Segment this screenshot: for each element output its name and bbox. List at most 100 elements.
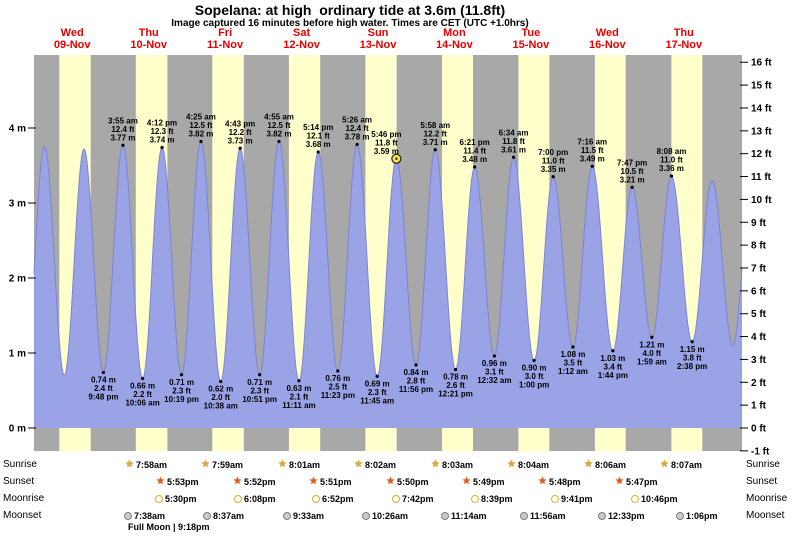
sunrise-time: 7:59am <box>211 459 243 470</box>
moonrise-entry: 10:46pm <box>631 492 678 505</box>
day-label: Mon 14-Nov <box>436 27 474 51</box>
high-tide-label: 4:55 am 12.5 ft 3.82 m <box>264 113 294 139</box>
high-tide-label: 6:21 pm 11.4 ft 3.48 m <box>460 138 490 164</box>
sunset-time: 5:47pm <box>625 476 658 487</box>
high-tide-label: 4:12 pm 12.3 ft 3.74 m <box>147 119 177 145</box>
sunrise-time: 8:07am <box>670 459 702 470</box>
moonset-entry: 9:33am <box>283 509 324 522</box>
right-axis-label: 11 ft <box>751 172 772 183</box>
moonrise-entry: 6:08pm <box>234 492 276 505</box>
tide-point <box>219 379 223 384</box>
moonrise-time: 8:39pm <box>481 493 513 504</box>
day-label: Thu 10-Nov <box>130 27 168 51</box>
sunrise-row-label-left: Sunrise <box>3 459 37 470</box>
sunset-time: 5:52pm <box>243 476 276 487</box>
right-axis-label: 13 ft <box>751 126 772 137</box>
moonrise-entry: 8:39pm <box>471 492 513 505</box>
moonset-entry: 10:26am <box>362 509 408 522</box>
low-tide-label: 0.63 m 2.1 ft 11:11 am <box>282 384 315 410</box>
sunset-time: 5:51pm <box>319 476 352 487</box>
tide-point <box>669 174 674 178</box>
day-label: Thu 17-Nov <box>665 27 703 51</box>
right-axis-label: 4 ft <box>751 332 767 343</box>
sunrise-star-icon: ★ <box>431 459 440 470</box>
day-label: Wed 09-Nov <box>54 27 92 51</box>
sunrise-entry: ★ 8:01am <box>278 458 320 471</box>
tide-point <box>258 373 262 377</box>
tide-point <box>590 164 594 168</box>
sunset-star-icon: ★ <box>386 476 395 487</box>
sunrise-entry: ★ 8:07am <box>660 458 702 471</box>
tide-point <box>297 379 301 383</box>
sunset-time: 5:48pm <box>548 476 581 487</box>
left-axis-label: 2 m <box>9 274 26 285</box>
moonrise-entry: 5:30pm <box>155 492 197 505</box>
tide-point <box>238 146 242 150</box>
tide-chart: 4 m 3 m 2 m 1 m 0 m 16 ft 15 ft 14 ft 13 ft 12 ft… <box>9 27 772 455</box>
tide-point <box>433 148 437 152</box>
moonrise-circle-icon <box>155 494 163 503</box>
high-tide-label: 5:14 pm 12.1 ft 3.68 m <box>303 123 333 149</box>
sunrise-entry: ★ 7:58am <box>125 458 167 471</box>
sunset-row-label-right: Sunset <box>746 476 778 487</box>
sunrise-time: 8:02am <box>364 459 396 470</box>
sunset-entry: ★ 5:52pm <box>233 475 275 488</box>
moonset-circle-icon <box>676 511 684 520</box>
moonrise-row-label-right: Moonrise <box>746 493 788 504</box>
tide-point <box>141 376 145 381</box>
sunset-entry: ★ 5:51pm <box>309 475 351 488</box>
moonset-time: 8:37am <box>213 510 245 521</box>
day-label: Tue 15-Nov <box>513 27 551 51</box>
moonset-circle-icon <box>598 511 606 520</box>
sunrise-entry: ★ 8:06am <box>584 458 626 471</box>
low-tide-label: 1.15 m 3.8 ft 2:38 pm <box>677 345 707 371</box>
low-tide-label: 0.90 m 3.0 ft 1:00 pm <box>519 364 549 390</box>
moonset-circle-icon <box>124 511 132 520</box>
moonrise-time: 9:41pm <box>561 493 593 504</box>
moonrise-circle-icon <box>312 494 320 503</box>
tide-point <box>414 363 418 367</box>
sunrise-star-icon: ★ <box>125 459 134 470</box>
left-axis-label: 0 m <box>9 424 26 435</box>
high-tide-label: 7:47 pm 10.5 ft 3.21 m <box>617 158 647 184</box>
high-tide-label: 8:08 am 11.0 ft 3.36 m <box>657 147 687 173</box>
moonset-time: 12:33pm <box>608 510 645 521</box>
moonset-time: 7:38am <box>134 510 166 521</box>
tide-point <box>511 155 516 159</box>
tide-point <box>277 139 281 144</box>
moonset-entry: 11:14am <box>441 509 487 522</box>
low-tide-label: 0.62 m 2.0 ft 10:38 am <box>204 385 238 411</box>
tide-point <box>316 150 320 154</box>
page-subtitle: Image captured 16 minutes before high wa… <box>171 18 529 29</box>
moonset-circle-icon <box>362 511 370 520</box>
sunset-time: 5:53pm <box>166 476 199 487</box>
right-axis-label: 12 ft <box>751 149 772 160</box>
day-label: Sun 13-Nov <box>360 27 398 51</box>
moonset-entry: 1:06pm <box>676 509 718 522</box>
right-axis-label: 3 ft <box>751 355 767 366</box>
moonset-circle-icon <box>441 511 449 520</box>
sunrise-entry: ★ 8:04am <box>507 458 549 471</box>
moonrise-entry: 7:42pm <box>392 492 434 505</box>
high-tide-label: 7:16 am 11.5 ft 3.49 m <box>577 137 607 163</box>
sunrise-entry: ★ 7:59am <box>201 458 243 471</box>
high-tide-label: 4:43 pm 12.2 ft 3.73 m <box>225 119 255 145</box>
moonset-row-label-right: Moonset <box>746 510 785 521</box>
tide-point <box>571 345 575 349</box>
left-axis-label: 1 m <box>9 349 26 360</box>
moonset-time: 11:14am <box>451 510 487 521</box>
right-axis-label: 10 ft <box>751 195 772 206</box>
tide-curve <box>33 140 743 382</box>
day-label: Wed 16-Nov <box>589 27 627 51</box>
right-axis-label: 14 ft <box>751 103 772 114</box>
sunset-star-icon: ★ <box>462 476 471 487</box>
sunset-entry: ★ 5:50pm <box>386 475 428 488</box>
sunset-star-icon: ★ <box>156 476 165 487</box>
moonrise-row-label-left: Moonrise <box>3 493 45 504</box>
sunset-time: 5:49pm <box>472 476 505 487</box>
moonset-time: 10:26am <box>372 510 409 521</box>
tide-point <box>179 373 184 377</box>
low-tide-label: 1.21 m 4.0 ft 1:59 am <box>637 340 667 366</box>
tide-point <box>355 142 359 147</box>
tide-area <box>34 141 742 428</box>
